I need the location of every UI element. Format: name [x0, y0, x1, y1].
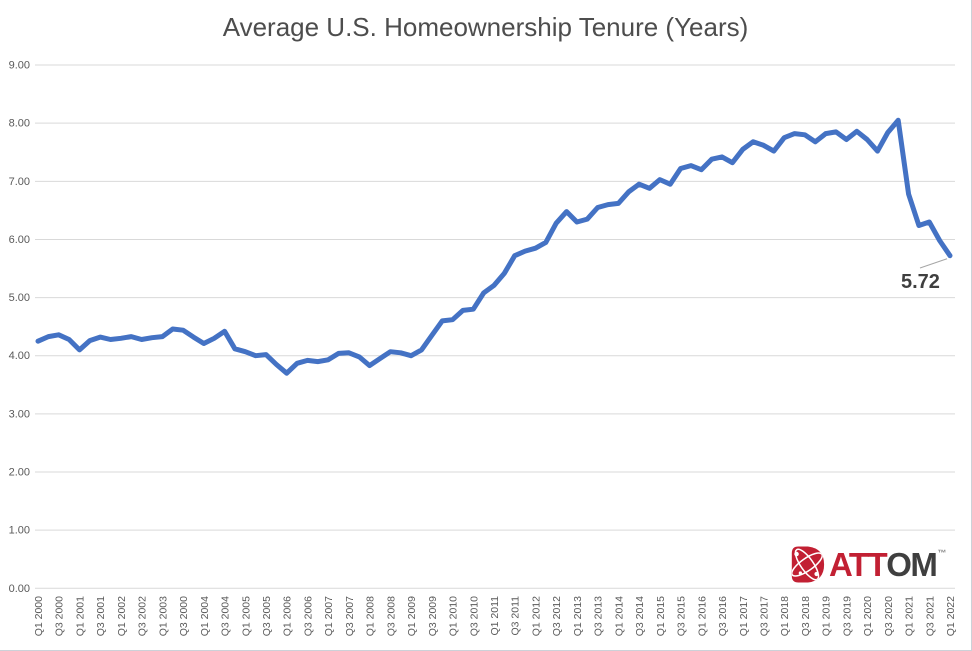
x-axis-label: Q1 2007	[323, 596, 335, 636]
x-axis-label: Q1 2003	[157, 596, 169, 636]
x-axis-label: Q3 2020	[883, 596, 895, 636]
chart-title: Average U.S. Homeownership Tenure (Years…	[222, 12, 749, 42]
x-axis-label: Q3 2007	[344, 596, 356, 636]
x-axis-label: Q1 2005	[240, 596, 252, 636]
trademark-symbol: ™	[937, 547, 947, 558]
x-axis-label: Q3 2019	[841, 596, 853, 636]
annotation-leader-line	[919, 258, 948, 269]
x-axis-label: Q3 2021	[924, 596, 936, 636]
x-axis-label: Q1 2008	[365, 596, 377, 636]
x-axis-label: Q1 2018	[779, 596, 791, 636]
x-axis-label: Q1 2012	[530, 596, 542, 636]
tenure-line	[35, 117, 953, 376]
attom-wordmark-att: ATT	[829, 545, 888, 583]
x-axis-label: Q3 2000	[178, 596, 190, 636]
x-axis-label: Q1 2006	[282, 596, 294, 636]
x-axis-label: Q1 2020	[862, 596, 874, 636]
y-axis-label: 9.00	[9, 60, 30, 72]
y-axis-label: 5.00	[9, 292, 30, 304]
x-axis-label: Q3 2009	[427, 596, 439, 636]
attom-wordmark: ATT OM ™	[829, 548, 946, 581]
y-axis-label: 0.00	[9, 583, 30, 595]
x-axis-label: Q1 2004	[199, 596, 211, 636]
x-axis-label: Q3 2016	[717, 596, 729, 636]
x-axis-label: Q3 2004	[220, 596, 232, 636]
x-axis-label: Q1 2019	[821, 596, 833, 636]
x-axis-label: Q3 2002	[137, 596, 149, 636]
x-axis-label: Q3 2014	[634, 596, 646, 636]
x-axis-label: Q1 2021	[904, 596, 916, 636]
y-axis-label: 2.00	[9, 467, 30, 479]
x-axis-label: Q1 2013	[572, 596, 584, 636]
y-axis-label: 8.00	[9, 118, 30, 130]
x-axis-label: Q1 2002	[116, 596, 128, 636]
x-axis-label: Q1 2016	[696, 596, 708, 636]
x-axis-label: Q3 2000	[54, 596, 66, 636]
x-axis-label: Q3 2013	[593, 596, 605, 636]
x-axis-label: Q3 2008	[385, 596, 397, 636]
y-axis-label: 7.00	[9, 176, 30, 188]
x-axis-label: Q1 2015	[655, 596, 667, 636]
x-axis-label: Q3 2018	[800, 596, 812, 636]
x-axis-label: Q1 2017	[738, 596, 750, 636]
x-axis-label: Q1 2011	[489, 596, 501, 636]
x-axis-label: Q3 2017	[758, 596, 770, 636]
y-axis-label: 3.00	[9, 408, 30, 420]
x-axis-label: Q1 2022	[945, 596, 957, 636]
attom-logo: ATT OM ™	[788, 542, 946, 586]
x-axis-label: Q1 2001	[74, 596, 86, 636]
last-value-label: 5.72	[901, 271, 940, 293]
x-axis-label: Q3 2015	[676, 596, 688, 636]
x-axis-label: Q3 2005	[261, 596, 273, 636]
x-axis-label: Q1 2009	[406, 596, 418, 636]
attom-logo-icon	[791, 545, 825, 583]
x-axis-label: Q3 2011	[510, 596, 522, 636]
x-axis-label: Q3 2012	[551, 596, 563, 636]
y-axis-label: 6.00	[9, 234, 30, 246]
attom-wordmark-om: OM	[886, 545, 938, 583]
x-axis-label: Q1 2010	[448, 596, 460, 636]
y-axis-label: 4.00	[9, 350, 30, 362]
x-axis-label: Q1 2014	[613, 596, 625, 636]
y-axis-label: 1.00	[9, 525, 30, 537]
x-axis-label: Q3 2010	[468, 596, 480, 636]
x-axis-label: Q3 2006	[302, 596, 314, 636]
x-axis-label: Q1 2000	[33, 596, 45, 636]
x-axis-label: Q3 2001	[95, 596, 107, 636]
